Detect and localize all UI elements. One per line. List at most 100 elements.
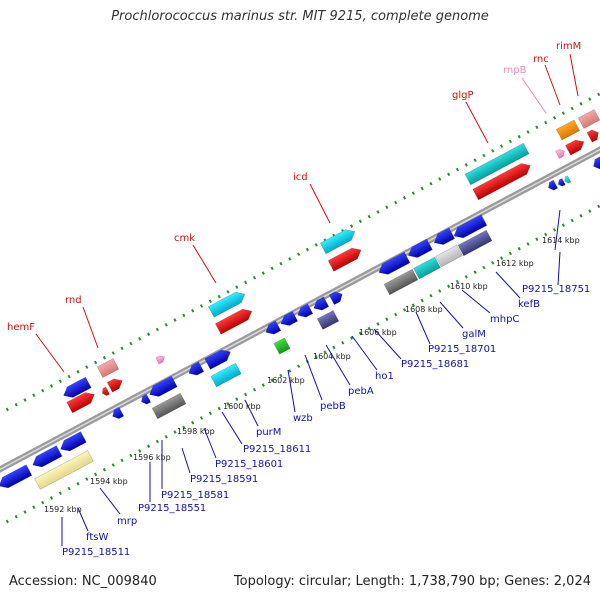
gene-label: pebB bbox=[320, 401, 346, 412]
gene-feature[interactable] bbox=[546, 179, 559, 192]
gene-label: mhpC bbox=[490, 314, 519, 325]
gene-label: ho1 bbox=[375, 371, 394, 382]
leader-line bbox=[309, 183, 331, 224]
gene-feature[interactable] bbox=[110, 406, 125, 421]
gene-label: P9215_18551 bbox=[138, 503, 206, 514]
gene-feature[interactable] bbox=[61, 376, 92, 401]
leader-line bbox=[203, 427, 217, 459]
kbp-label: 1612 kbp bbox=[496, 259, 534, 268]
gene-feature[interactable] bbox=[30, 445, 63, 471]
gene-label: P9215_18701 bbox=[428, 344, 496, 355]
gene-feature[interactable] bbox=[591, 156, 600, 171]
gene-feature[interactable] bbox=[139, 393, 152, 406]
gene-feature[interactable] bbox=[186, 361, 205, 378]
gene-label: P9215_18581 bbox=[161, 490, 229, 501]
gene-label: galM bbox=[462, 329, 486, 340]
gene-feature[interactable] bbox=[376, 251, 411, 278]
kbp-label: 1598 kbp bbox=[177, 427, 215, 436]
gene-label-rimM: rimM bbox=[556, 41, 581, 52]
leader-line bbox=[325, 344, 351, 386]
label-leaders bbox=[35, 53, 579, 546]
gene-feature[interactable] bbox=[210, 362, 242, 388]
gene-label-rnd: rnd bbox=[65, 295, 82, 306]
leader-line bbox=[77, 507, 89, 532]
gene-feature[interactable] bbox=[96, 358, 120, 378]
gene-feature[interactable] bbox=[555, 148, 567, 159]
leader-line bbox=[35, 333, 65, 373]
gene-feature[interactable] bbox=[100, 386, 110, 397]
gene-feature[interactable] bbox=[151, 392, 187, 420]
topology-summary: Topology: circular; Length: 1,738,790 bp… bbox=[233, 574, 591, 589]
gene-feature[interactable] bbox=[215, 306, 254, 335]
gene-feature[interactable] bbox=[316, 310, 340, 330]
leader-line bbox=[287, 369, 296, 413]
kbp-label: 1592 kbp bbox=[44, 505, 82, 514]
gene-label-rnc: rnc bbox=[533, 54, 549, 65]
leader-line bbox=[569, 53, 579, 97]
leader-line bbox=[415, 311, 431, 345]
gene-label: wzb bbox=[293, 413, 313, 424]
gene-feature[interactable] bbox=[58, 431, 87, 455]
gene-feature[interactable] bbox=[586, 128, 600, 143]
gene-label-icd: icd bbox=[293, 172, 308, 183]
gene-feature[interactable] bbox=[451, 214, 488, 242]
leader-line bbox=[439, 301, 464, 329]
gene-label: purM bbox=[256, 427, 281, 438]
gene-feature[interactable] bbox=[563, 175, 572, 185]
genome-backbone bbox=[0, 146, 600, 473]
leader-line bbox=[465, 101, 489, 144]
leader-line bbox=[304, 354, 323, 401]
gene-feature[interactable] bbox=[106, 376, 125, 393]
gene-feature[interactable] bbox=[577, 109, 600, 129]
kbp-label: 1602 kbp bbox=[267, 376, 305, 385]
leader-line bbox=[461, 289, 491, 314]
gene-feature[interactable] bbox=[34, 450, 94, 490]
leader-line bbox=[244, 399, 259, 427]
leader-line bbox=[351, 335, 378, 371]
upper-gene-labels: hemF rnd cmk icd glgP rnpB rnc rimM bbox=[7, 41, 581, 333]
gene-label: P9215_18511 bbox=[62, 547, 130, 558]
gene-feature[interactable] bbox=[555, 119, 581, 141]
gene-feature[interactable] bbox=[565, 137, 586, 156]
gene-label: P9215_18751 bbox=[522, 284, 590, 295]
gene-feature[interactable] bbox=[328, 289, 345, 306]
leader-line bbox=[99, 487, 121, 515]
gene-feature[interactable] bbox=[319, 226, 357, 255]
leader-line bbox=[557, 251, 561, 286]
gene-feature[interactable] bbox=[557, 178, 566, 188]
leader-line bbox=[82, 306, 99, 349]
gene-feature[interactable] bbox=[311, 296, 330, 313]
gene-feature[interactable] bbox=[147, 375, 178, 400]
gene-label-rnpB: rnpB bbox=[503, 65, 527, 76]
leader-line bbox=[181, 447, 191, 474]
leader-line bbox=[554, 209, 561, 251]
gene-feature[interactable] bbox=[413, 256, 441, 280]
kbp-label: 1600 kbp bbox=[223, 402, 261, 411]
gene-feature[interactable] bbox=[204, 347, 234, 370]
kbp-label: 1594 kbp bbox=[90, 477, 128, 486]
gene-feature[interactable] bbox=[327, 245, 364, 272]
gene-feature[interactable] bbox=[278, 310, 299, 328]
gene-feature[interactable] bbox=[435, 244, 463, 268]
gene-feature[interactable] bbox=[431, 227, 456, 248]
gene-label: ftsW bbox=[86, 532, 108, 543]
gene-feature[interactable] bbox=[208, 289, 247, 318]
kbp-label: 1608 kbp bbox=[405, 305, 443, 314]
gene-feature[interactable] bbox=[263, 320, 282, 337]
gene-feature[interactable] bbox=[472, 160, 533, 201]
gene-label: P9215_18601 bbox=[215, 459, 283, 470]
gene-feature[interactable] bbox=[273, 337, 291, 355]
kbp-label: 1606 kbp bbox=[359, 328, 397, 337]
gene-feature[interactable] bbox=[155, 354, 166, 365]
map-title: Prochlorococcus marinus str. MIT 9215, c… bbox=[111, 9, 489, 24]
gene-feature[interactable] bbox=[66, 389, 97, 414]
kbp-labels: 1592 kbp 1594 kbp 1596 kbp 1598 kbp 1600… bbox=[44, 236, 580, 514]
gene-feature[interactable] bbox=[457, 229, 493, 257]
gene-label: P9215_18681 bbox=[401, 359, 469, 370]
gene-feature[interactable] bbox=[406, 238, 433, 261]
gene-feature[interactable] bbox=[383, 268, 419, 296]
gene-feature[interactable] bbox=[0, 464, 33, 492]
gene-feature[interactable] bbox=[295, 303, 314, 320]
gene-feature[interactable] bbox=[464, 142, 530, 186]
